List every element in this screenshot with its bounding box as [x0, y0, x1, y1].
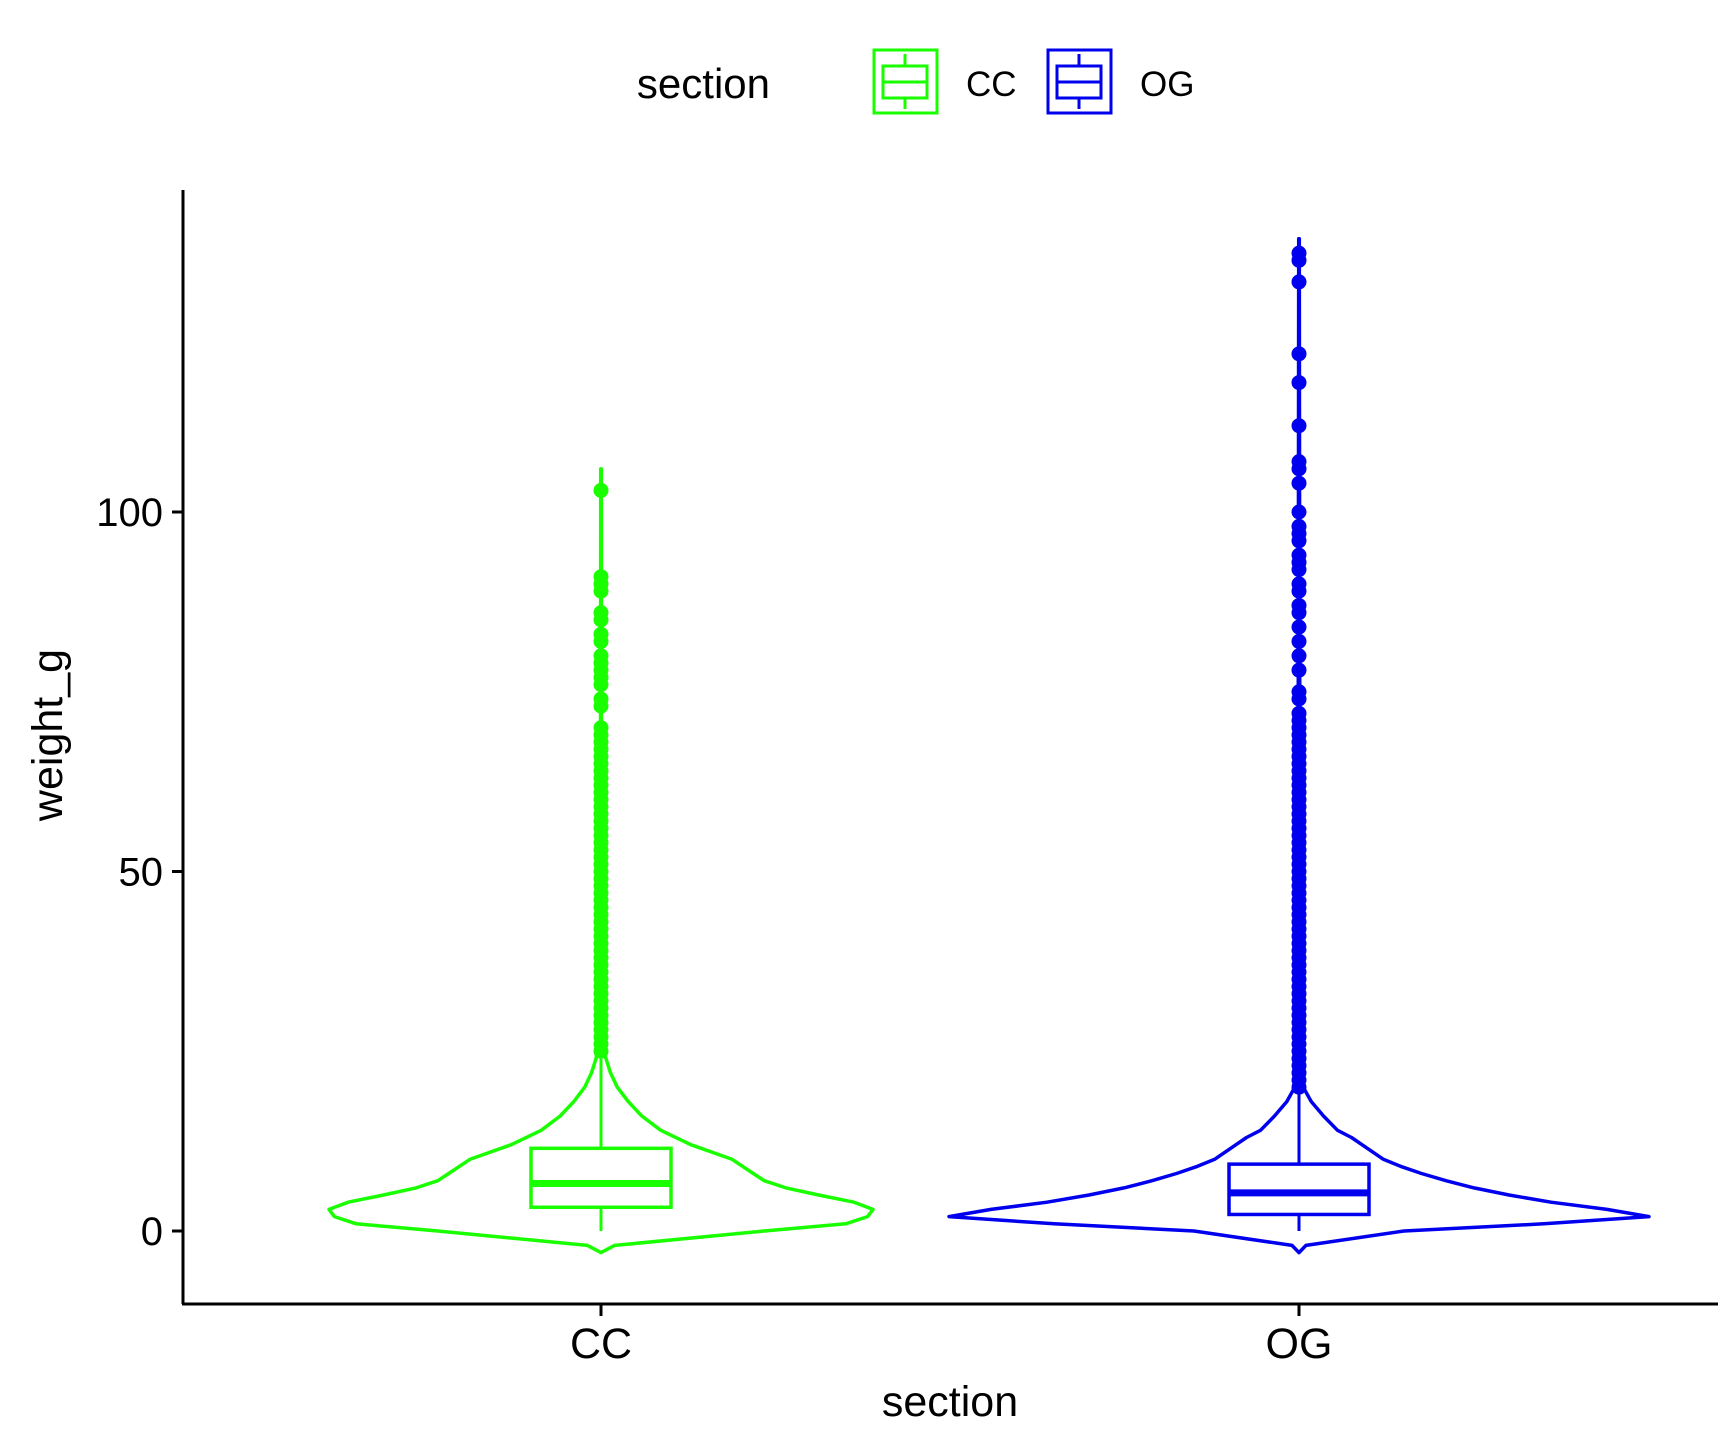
y-tick-label: 0: [141, 1210, 163, 1254]
box-iqr: [1227, 1162, 1371, 1217]
box-iqr: [529, 1146, 673, 1210]
legend-label-cc: CC: [966, 65, 1017, 104]
x-tick-label: OG: [1266, 1320, 1333, 1368]
x-tick-label: CC: [570, 1320, 632, 1368]
series-og: [947, 237, 1651, 1255]
legend-key-cc: [872, 48, 939, 115]
legend-key-og: [1046, 48, 1113, 115]
y-axis-title: weight_g: [24, 649, 72, 822]
x-axis-title: section: [882, 1378, 1018, 1426]
legend: section CC OG: [637, 48, 1194, 115]
y-tick-label: 100: [96, 491, 163, 535]
legend-label-og: OG: [1140, 65, 1194, 104]
series-layer: [327, 237, 1651, 1255]
x-ticks: CC OG: [570, 1304, 1333, 1368]
y-ticks: 0 50 100: [96, 491, 183, 1254]
legend-title: section: [637, 60, 770, 107]
series-cc: [327, 467, 875, 1255]
y-tick-label: 50: [119, 851, 164, 895]
